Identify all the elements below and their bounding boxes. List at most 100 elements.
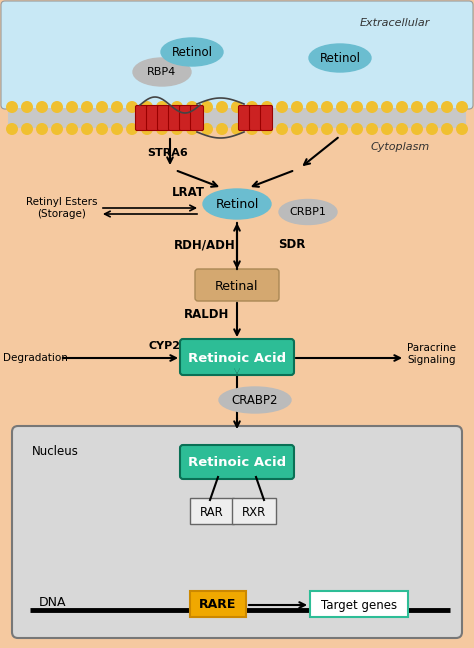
- Ellipse shape: [219, 387, 291, 413]
- Circle shape: [81, 123, 93, 135]
- FancyBboxPatch shape: [249, 106, 262, 130]
- Circle shape: [396, 101, 408, 113]
- Circle shape: [201, 123, 213, 135]
- FancyBboxPatch shape: [232, 498, 276, 524]
- FancyBboxPatch shape: [1, 1, 473, 109]
- Circle shape: [396, 123, 408, 135]
- Circle shape: [66, 123, 78, 135]
- Circle shape: [156, 123, 168, 135]
- Circle shape: [216, 123, 228, 135]
- Ellipse shape: [161, 38, 223, 66]
- Text: RXR: RXR: [242, 505, 266, 518]
- Text: RAR: RAR: [200, 505, 224, 518]
- FancyBboxPatch shape: [180, 339, 294, 375]
- Circle shape: [366, 123, 378, 135]
- Text: Retinal: Retinal: [215, 279, 259, 292]
- Circle shape: [111, 101, 123, 113]
- FancyBboxPatch shape: [238, 106, 250, 130]
- Circle shape: [66, 101, 78, 113]
- Circle shape: [456, 101, 468, 113]
- Circle shape: [381, 123, 393, 135]
- Circle shape: [411, 123, 423, 135]
- Circle shape: [336, 123, 348, 135]
- FancyBboxPatch shape: [180, 106, 192, 130]
- Circle shape: [261, 123, 273, 135]
- Text: RDH/ADH: RDH/ADH: [174, 238, 236, 251]
- Circle shape: [201, 101, 213, 113]
- Circle shape: [231, 123, 243, 135]
- Circle shape: [186, 123, 198, 135]
- Circle shape: [141, 123, 153, 135]
- Text: CYP26: CYP26: [148, 341, 188, 351]
- Circle shape: [36, 101, 48, 113]
- Circle shape: [126, 123, 138, 135]
- Text: Target genes: Target genes: [321, 599, 397, 612]
- Circle shape: [36, 123, 48, 135]
- Text: SDR: SDR: [278, 238, 306, 251]
- Circle shape: [21, 101, 33, 113]
- FancyBboxPatch shape: [191, 106, 203, 130]
- Text: Retinoic Acid: Retinoic Acid: [188, 456, 286, 470]
- Ellipse shape: [203, 189, 271, 219]
- Circle shape: [306, 101, 318, 113]
- Text: DNA: DNA: [39, 596, 67, 608]
- Text: RBP4: RBP4: [147, 67, 177, 77]
- Circle shape: [306, 123, 318, 135]
- Text: Cytoplasm: Cytoplasm: [371, 142, 430, 152]
- FancyBboxPatch shape: [12, 426, 462, 638]
- Circle shape: [96, 101, 108, 113]
- Circle shape: [111, 123, 123, 135]
- Circle shape: [321, 101, 333, 113]
- Text: Retinyl Esters
(Storage): Retinyl Esters (Storage): [26, 197, 98, 219]
- Circle shape: [156, 101, 168, 113]
- Circle shape: [456, 123, 468, 135]
- Ellipse shape: [309, 44, 371, 72]
- Circle shape: [216, 101, 228, 113]
- Ellipse shape: [279, 200, 337, 224]
- FancyBboxPatch shape: [157, 106, 171, 130]
- Circle shape: [351, 123, 363, 135]
- Bar: [8, 108, 466, 128]
- Text: CRABP2: CRABP2: [232, 393, 278, 406]
- Text: Retinol: Retinol: [319, 51, 361, 65]
- Circle shape: [291, 101, 303, 113]
- Circle shape: [246, 123, 258, 135]
- Text: CRBP1: CRBP1: [290, 207, 327, 217]
- Ellipse shape: [133, 58, 191, 86]
- Circle shape: [141, 101, 153, 113]
- Circle shape: [231, 101, 243, 113]
- Circle shape: [246, 101, 258, 113]
- Circle shape: [96, 123, 108, 135]
- FancyBboxPatch shape: [195, 269, 279, 301]
- Circle shape: [411, 101, 423, 113]
- FancyBboxPatch shape: [190, 498, 234, 524]
- Circle shape: [81, 101, 93, 113]
- FancyBboxPatch shape: [136, 106, 148, 130]
- Circle shape: [126, 101, 138, 113]
- Circle shape: [441, 101, 453, 113]
- Circle shape: [426, 101, 438, 113]
- Circle shape: [171, 123, 183, 135]
- Circle shape: [426, 123, 438, 135]
- Text: Extracellular: Extracellular: [360, 18, 430, 28]
- Text: RALDH: RALDH: [184, 308, 230, 321]
- Circle shape: [171, 101, 183, 113]
- Circle shape: [21, 123, 33, 135]
- FancyBboxPatch shape: [261, 106, 273, 130]
- Circle shape: [6, 101, 18, 113]
- Text: RARE: RARE: [199, 599, 237, 612]
- Circle shape: [321, 123, 333, 135]
- Circle shape: [186, 101, 198, 113]
- Circle shape: [366, 101, 378, 113]
- Text: Nucleus: Nucleus: [32, 445, 78, 458]
- Text: Retinoic Acid: Retinoic Acid: [188, 351, 286, 364]
- Circle shape: [351, 101, 363, 113]
- Circle shape: [51, 101, 63, 113]
- Circle shape: [291, 123, 303, 135]
- FancyBboxPatch shape: [168, 106, 182, 130]
- Circle shape: [51, 123, 63, 135]
- FancyBboxPatch shape: [190, 591, 246, 617]
- FancyBboxPatch shape: [310, 591, 408, 617]
- Text: LRAT: LRAT: [172, 185, 204, 198]
- Circle shape: [276, 101, 288, 113]
